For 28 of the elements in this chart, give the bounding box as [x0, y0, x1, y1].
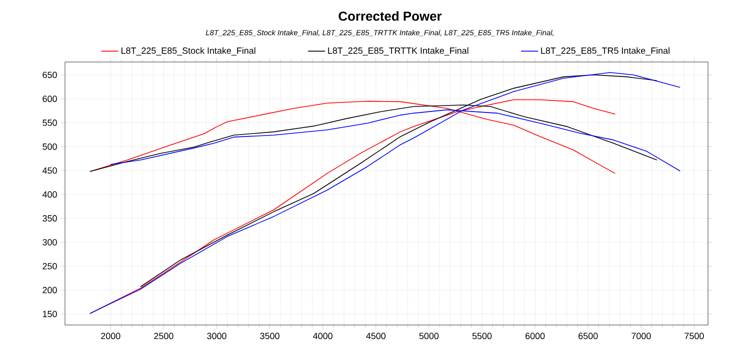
y-tick-label: 600 — [42, 96, 57, 102]
y-tick-label: 550 — [42, 120, 57, 126]
legend-label: L8T_225_E85_TR5 Intake_Final — [541, 47, 670, 56]
y-tick-label: 150 — [42, 310, 57, 318]
x-tick-label: 7000 — [632, 332, 651, 340]
y-tick-label: 350 — [42, 215, 57, 222]
y-tick-label: 200 — [42, 286, 57, 294]
y-tick-label: 300 — [42, 239, 57, 246]
x-tick-label: 3500 — [260, 332, 280, 340]
legend-label: L8T_225_E85_TRTTK Intake_Final — [328, 47, 468, 56]
line-series — [90, 72, 681, 314]
y-tick-label: 650 — [42, 72, 57, 78]
x-tick-label: 6000 — [526, 332, 545, 340]
y-tick-label: 400 — [42, 191, 57, 198]
x-tick-label: 6500 — [578, 332, 598, 340]
legend-label: L8T_225_E85_Stock Intake_Final — [122, 47, 256, 56]
y-tick-label: 250 — [42, 263, 57, 270]
x-tick-label: 4500 — [366, 332, 386, 340]
x-tick-label: 4000 — [313, 332, 332, 340]
chart-title: Corrected Power — [338, 11, 442, 21]
x-tick-label: 7500 — [684, 332, 704, 340]
x-tick-label: 5500 — [472, 332, 492, 340]
x-tick-label: 2000 — [101, 332, 120, 340]
x-tick-label: 2500 — [154, 332, 174, 340]
x-tick-label: 5000 — [419, 332, 439, 340]
x-tick-label: 3000 — [207, 332, 226, 340]
y-tick-label: 500 — [42, 143, 57, 150]
y-tick-label: 450 — [42, 167, 57, 174]
